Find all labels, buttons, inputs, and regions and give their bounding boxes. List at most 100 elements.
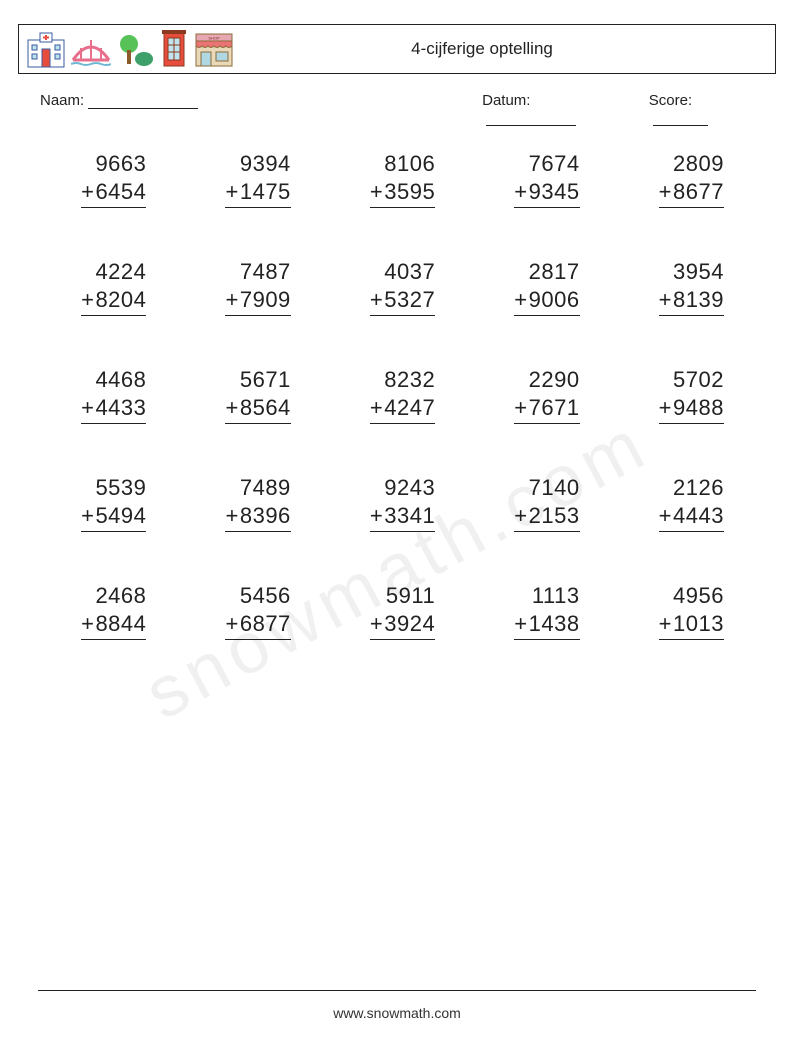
name-blank[interactable] — [88, 92, 198, 109]
addend-bottom: +8564 — [225, 394, 290, 425]
addend-top: 9663 — [95, 150, 146, 178]
addend-bottom: +8204 — [81, 286, 146, 317]
addend-bottom: +8844 — [81, 610, 146, 641]
problem: 5911+3924 — [325, 582, 469, 640]
problem: 2468+8844 — [36, 582, 180, 640]
operator: + — [81, 611, 94, 636]
problem: 7140+2153 — [469, 474, 613, 532]
problem: 4468+4433 — [36, 366, 180, 424]
problem: 9394+1475 — [180, 150, 324, 208]
operator: + — [370, 179, 383, 204]
problem: 7489+8396 — [180, 474, 324, 532]
worksheet-page: SHOP 4-cijferige optelling Naam: Datum: … — [0, 0, 794, 1053]
addend-top: 2817 — [529, 258, 580, 286]
addend-top: 3954 — [673, 258, 724, 286]
problem-grid: 9663+64549394+14758106+35957674+93452809… — [18, 150, 776, 640]
operator: + — [81, 503, 94, 528]
operator: + — [370, 395, 383, 420]
addend-bottom: +8139 — [659, 286, 724, 317]
problem: 8106+3595 — [325, 150, 469, 208]
addend-bottom: +5327 — [370, 286, 435, 317]
problem: 9243+3341 — [325, 474, 469, 532]
operator: + — [225, 395, 238, 420]
operator: + — [659, 179, 672, 204]
operator: + — [370, 287, 383, 312]
operator: + — [81, 179, 94, 204]
score-blank[interactable] — [653, 110, 708, 127]
score-label: Score: — [649, 92, 692, 109]
meta-score: Score: — [649, 92, 754, 126]
addend-top: 8232 — [384, 366, 435, 394]
addend-top: 5702 — [673, 366, 724, 394]
addend-bottom: +3595 — [370, 178, 435, 209]
svg-text:SHOP: SHOP — [208, 36, 220, 41]
addend-bottom: +9488 — [659, 394, 724, 425]
addend-bottom: +6454 — [81, 178, 146, 209]
operator: + — [225, 611, 238, 636]
hospital-icon — [27, 32, 65, 68]
footer-url: www.snowmath.com — [0, 1005, 794, 1021]
problem: 2126+4443 — [614, 474, 758, 532]
addend-top: 5671 — [240, 366, 291, 394]
addend-top: 4468 — [95, 366, 146, 394]
operator: + — [514, 287, 527, 312]
operator: + — [659, 611, 672, 636]
addend-bottom: +4433 — [81, 394, 146, 425]
date-blank[interactable] — [486, 110, 576, 127]
addend-bottom: +5494 — [81, 502, 146, 533]
addend-bottom: +4443 — [659, 502, 724, 533]
addend-bottom: +9345 — [514, 178, 579, 209]
operator: + — [514, 395, 527, 420]
footer-rule — [38, 990, 756, 991]
addend-bottom: +2153 — [514, 502, 579, 533]
problem: 4956+1013 — [614, 582, 758, 640]
operator: + — [225, 287, 238, 312]
operator: + — [81, 395, 94, 420]
addend-bottom: +8677 — [659, 178, 724, 209]
problem: 3954+8139 — [614, 258, 758, 316]
addend-top: 7487 — [240, 258, 291, 286]
problem: 8232+4247 — [325, 366, 469, 424]
operator: + — [514, 611, 527, 636]
problem: 5456+6877 — [180, 582, 324, 640]
operator: + — [659, 395, 672, 420]
addend-bottom: +1013 — [659, 610, 724, 641]
addend-top: 4224 — [95, 258, 146, 286]
addend-bottom: +1475 — [225, 178, 290, 209]
header-box: SHOP 4-cijferige optelling — [18, 24, 776, 74]
problem: 1113+1438 — [469, 582, 613, 640]
addend-bottom: +7671 — [514, 394, 579, 425]
problem: 7487+7909 — [180, 258, 324, 316]
addend-top: 9394 — [240, 150, 291, 178]
operator: + — [370, 503, 383, 528]
operator: + — [225, 179, 238, 204]
addend-bottom: +6877 — [225, 610, 290, 641]
addend-bottom: +4247 — [370, 394, 435, 425]
addend-top: 7674 — [529, 150, 580, 178]
problem: 2290+7671 — [469, 366, 613, 424]
meta-line: Naam: Datum: Score: — [18, 92, 776, 126]
addend-bottom: +9006 — [514, 286, 579, 317]
operator: + — [225, 503, 238, 528]
operator: + — [659, 503, 672, 528]
addend-bottom: +3341 — [370, 502, 435, 533]
operator: + — [514, 503, 527, 528]
addend-bottom: +7909 — [225, 286, 290, 317]
addend-top: 5911 — [386, 582, 435, 610]
addend-top: 4037 — [384, 258, 435, 286]
problem: 4224+8204 — [36, 258, 180, 316]
addend-top: 2468 — [95, 582, 146, 610]
meta-name: Naam: — [40, 92, 454, 126]
addend-bottom: +1438 — [514, 610, 579, 641]
addend-top: 9243 — [384, 474, 435, 502]
header-icons: SHOP — [27, 30, 235, 68]
date-label: Datum: — [482, 92, 530, 109]
shop-icon: SHOP — [193, 32, 235, 68]
problem: 5671+8564 — [180, 366, 324, 424]
addend-top: 2290 — [529, 366, 580, 394]
problem: 7674+9345 — [469, 150, 613, 208]
problem: 4037+5327 — [325, 258, 469, 316]
addend-top: 8106 — [384, 150, 435, 178]
addend-bottom: +8396 — [225, 502, 290, 533]
addend-top: 7489 — [240, 474, 291, 502]
